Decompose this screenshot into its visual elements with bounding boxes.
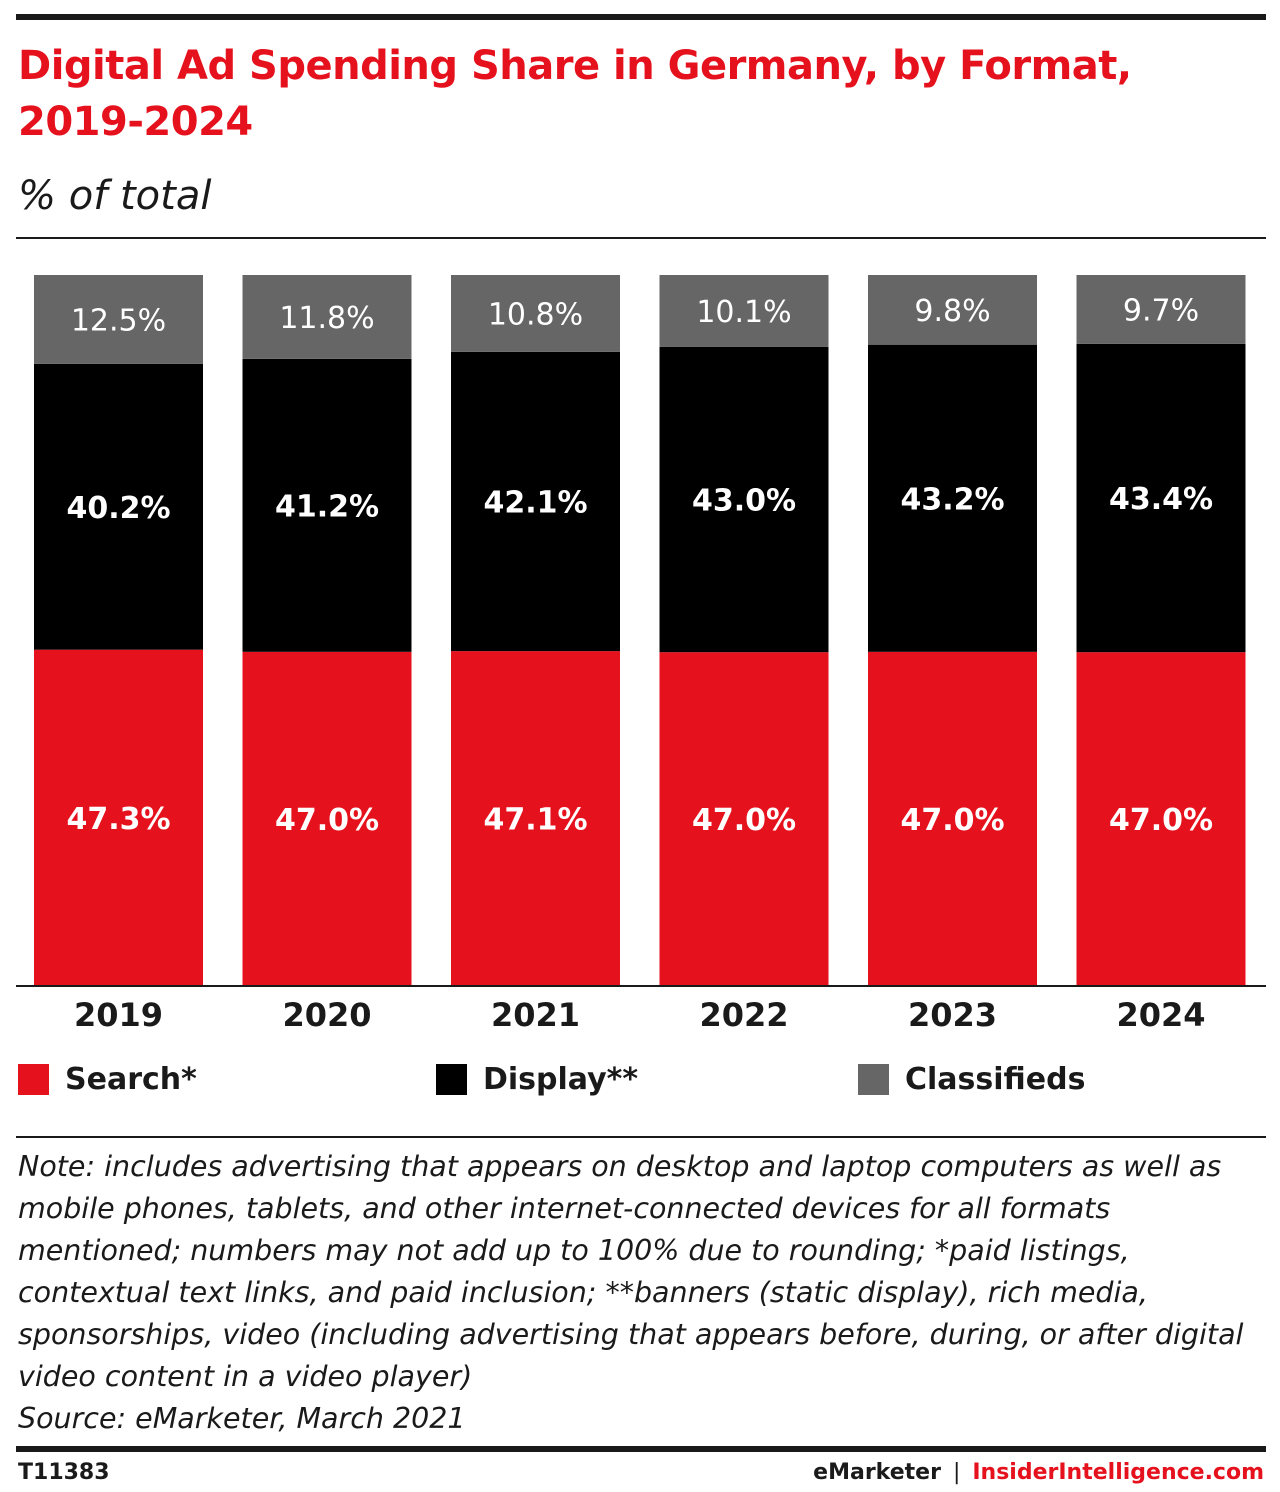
data-label-search-2023: 47.0% — [900, 803, 1004, 838]
bar-search-2023 — [868, 651, 1037, 986]
stacked-bar-chart: 47.3% 40.2% 12.5% 47.0% 41.2% 11.8% 47.1% 42.1%… — [16, 275, 1266, 1034]
bar-display-2022 — [659, 346, 829, 653]
bar-search-2022 — [659, 652, 829, 986]
bar-display-2020 — [242, 358, 412, 652]
brand-footer: eMarketer | InsiderIntelligence.com — [813, 1460, 1264, 1485]
bar-labels-group: 47.3% 40.2% 12.5% 47.0% 41.2% 11.8% 47.1% 42.1%… — [66, 293, 1213, 838]
bar-classifieds-2024 — [1076, 275, 1246, 344]
data-label-display-2024: 43.4% — [1109, 482, 1213, 517]
bar-classifieds-2022 — [659, 275, 829, 347]
legend-label-search: Search* — [65, 1062, 197, 1097]
data-label-search-2020: 47.0% — [275, 803, 379, 838]
data-label-classifieds-2024: 9.7% — [1123, 293, 1199, 328]
bar-search-2019 — [34, 649, 203, 986]
data-label-search-2024: 47.0% — [1109, 803, 1213, 838]
data-label-classifieds-2023: 9.8% — [914, 294, 990, 329]
data-label-display-2023: 43.2% — [900, 482, 1004, 517]
data-label-search-2019: 47.3% — [66, 802, 170, 837]
legend-swatch-classifieds — [858, 1064, 889, 1095]
bar-search-2020 — [242, 651, 412, 986]
bar-search-2024 — [1076, 652, 1246, 986]
x-axis-tick-labels: 2019 2020 2021 2022 2023 2024 — [74, 996, 1206, 1034]
data-label-search-2022: 47.0% — [692, 803, 796, 838]
subtitle-rule — [16, 237, 1266, 239]
data-label-classifieds-2022: 10.1% — [696, 295, 791, 330]
legend-item-search: Search* — [18, 1062, 197, 1097]
data-label-classifieds-2021: 10.8% — [488, 297, 583, 332]
x-tick-label-2020: 2020 — [282, 996, 371, 1034]
source-line: Source: eMarketer, March 2021 — [18, 1402, 466, 1435]
x-tick-label-2019: 2019 — [74, 996, 163, 1034]
data-label-classifieds-2020: 11.8% — [279, 301, 374, 336]
bar-search-2021 — [451, 651, 620, 986]
x-tick-label-2024: 2024 — [1116, 996, 1205, 1034]
brand-emarketer: eMarketer — [813, 1460, 941, 1485]
bar-classifieds-2021 — [451, 275, 620, 352]
chart-subtitle: % of total — [18, 173, 212, 219]
legend-item-classifieds: Classifieds — [858, 1062, 1085, 1097]
bar-display-2024 — [1076, 343, 1246, 653]
chart-title: Digital Ad Spending Share in Germany, by… — [18, 43, 1132, 145]
bar-classifieds-2023 — [868, 275, 1037, 345]
data-label-display-2019: 40.2% — [66, 491, 170, 526]
bar-classifieds-2020 — [242, 275, 412, 359]
bar-display-2019 — [34, 363, 203, 650]
legend-swatch-display — [436, 1064, 467, 1095]
data-label-display-2022: 43.0% — [692, 483, 796, 518]
legend-swatch-search — [18, 1064, 49, 1095]
footnote: Note: includes advertising that appears … — [18, 1150, 1244, 1393]
note-rule — [16, 1136, 1266, 1138]
data-label-classifieds-2019: 12.5% — [71, 303, 166, 338]
bars-group — [34, 275, 1246, 986]
bar-display-2021 — [451, 351, 620, 652]
x-tick-label-2022: 2022 — [699, 996, 788, 1034]
data-label-display-2021: 42.1% — [483, 485, 587, 520]
x-tick-label-2023: 2023 — [908, 996, 997, 1034]
bar-display-2023 — [868, 344, 1037, 652]
bar-classifieds-2019 — [34, 275, 203, 364]
legend-label-display: Display** — [483, 1062, 639, 1097]
footer-rule — [16, 1446, 1266, 1452]
x-tick-label-2021: 2021 — [491, 996, 580, 1034]
brand-insiderintelligence-link[interactable]: InsiderIntelligence.com — [972, 1460, 1264, 1485]
data-label-display-2020: 41.2% — [275, 489, 379, 524]
legend-label-classifieds: Classifieds — [905, 1062, 1086, 1097]
legend: Search* Display** Classifieds — [0, 1062, 1280, 1106]
legend-item-display: Display** — [436, 1062, 638, 1097]
chart-id-code: T11383 — [18, 1460, 110, 1485]
data-label-search-2021: 47.1% — [483, 803, 587, 838]
brand-separator: | — [952, 1460, 961, 1485]
top-rule — [16, 14, 1266, 20]
